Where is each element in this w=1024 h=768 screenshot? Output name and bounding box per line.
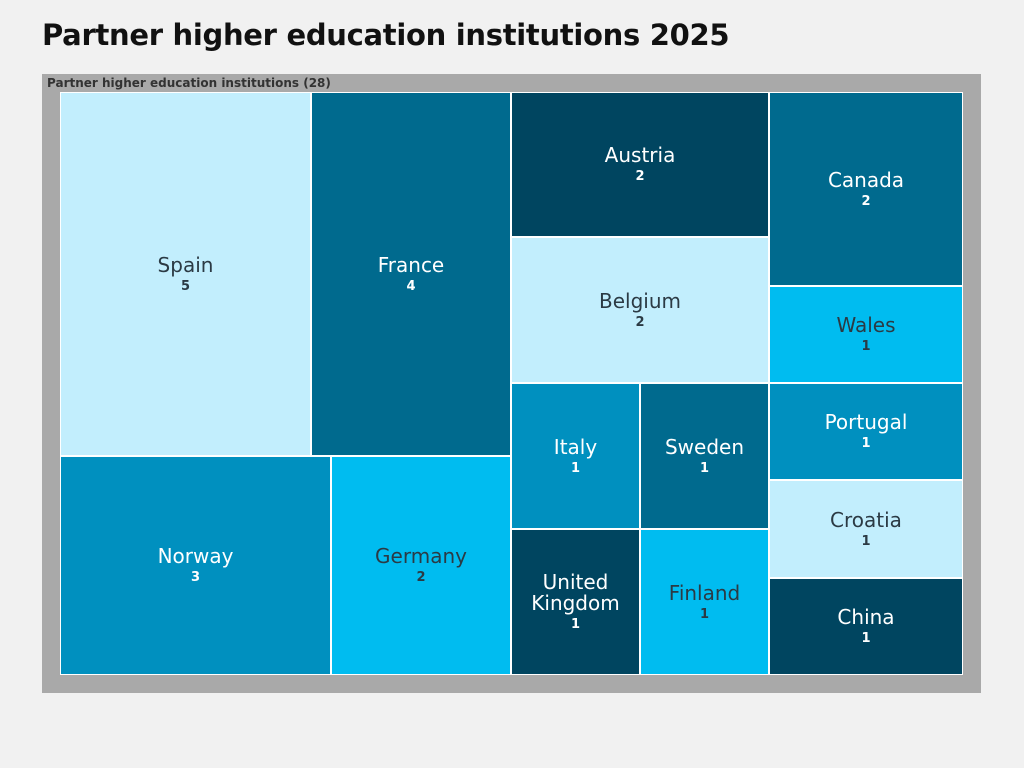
tile-label-united-kingdom: United Kingdom bbox=[531, 570, 620, 615]
tile-value-norway: 3 bbox=[190, 570, 201, 585]
tile-value-china: 1 bbox=[861, 631, 871, 646]
treemap-tile-wales[interactable]: Wales 1 bbox=[769, 286, 963, 383]
treemap-tile-finland[interactable]: Finland 1 bbox=[640, 529, 769, 675]
tile-label-austria: Austria bbox=[604, 143, 676, 167]
tile-label-norway: Norway bbox=[157, 544, 234, 568]
treemap-tile-germany[interactable]: Germany 2 bbox=[331, 456, 511, 675]
tile-label-wales: Wales bbox=[836, 313, 896, 337]
tile-label-france: France bbox=[377, 252, 445, 277]
treemap-tile-china[interactable]: China 1 bbox=[769, 578, 963, 675]
treemap-tile-canada[interactable]: Canada 2 bbox=[769, 92, 963, 286]
tile-value-france: 4 bbox=[406, 278, 416, 294]
treemap-root-label: Partner higher education institutions (2… bbox=[47, 76, 331, 90]
tile-value-croatia: 1 bbox=[861, 533, 871, 549]
tile-value-portugal: 1 bbox=[861, 436, 871, 451]
treemap-tile-croatia[interactable]: Croatia 1 bbox=[769, 480, 963, 578]
tile-label-italy: Italy bbox=[553, 434, 598, 459]
tile-value-germany: 2 bbox=[416, 570, 426, 585]
tile-label-portugal: Portugal bbox=[824, 410, 908, 434]
tile-value-canada: 2 bbox=[861, 193, 871, 209]
tile-value-austria: 2 bbox=[635, 169, 645, 184]
treemap-tile-italy[interactable]: Italy 1 bbox=[511, 383, 640, 529]
treemap-tile-norway[interactable]: Norway 3 bbox=[60, 456, 331, 675]
tile-value-italy: 1 bbox=[570, 460, 581, 476]
treemap-tile-austria[interactable]: Austria 2 bbox=[511, 92, 769, 237]
tile-label-croatia: Croatia bbox=[830, 507, 902, 532]
page-title: Partner higher education institutions 20… bbox=[42, 18, 730, 52]
tile-value-sweden: 1 bbox=[699, 460, 710, 476]
tile-label-china: China bbox=[837, 605, 895, 629]
treemap-tile-sweden[interactable]: Sweden 1 bbox=[640, 383, 769, 529]
tile-label-spain: Spain bbox=[157, 252, 214, 277]
treemap-tile-spain[interactable]: Spain 5 bbox=[60, 92, 311, 456]
treemap-tile-france[interactable]: France 4 bbox=[311, 92, 511, 456]
tile-value-spain: 5 bbox=[180, 278, 191, 294]
tile-label-belgium: Belgium bbox=[599, 288, 681, 313]
treemap-tile-portugal[interactable]: Portugal 1 bbox=[769, 383, 963, 480]
tile-value-belgium: 2 bbox=[635, 314, 645, 330]
tile-label-germany: Germany bbox=[375, 544, 467, 568]
treemap-plot-area: Spain 5 France 4 Norway 3 Germany 2 Austria 2 Belg… bbox=[60, 92, 963, 675]
tile-label-canada: Canada bbox=[827, 167, 905, 192]
tile-label-finland: Finland bbox=[668, 580, 741, 605]
tile-value-wales: 1 bbox=[861, 339, 871, 354]
treemap-tile-united-kingdom[interactable]: United Kingdom 1 bbox=[511, 529, 640, 675]
treemap-tile-belgium[interactable]: Belgium 2 bbox=[511, 237, 769, 383]
tile-value-finland: 1 bbox=[699, 606, 710, 622]
treemap-chart: Partner higher education institutions (2… bbox=[42, 74, 981, 693]
tile-label-sweden: Sweden bbox=[664, 434, 745, 459]
tile-value-united-kingdom: 1 bbox=[570, 617, 581, 632]
